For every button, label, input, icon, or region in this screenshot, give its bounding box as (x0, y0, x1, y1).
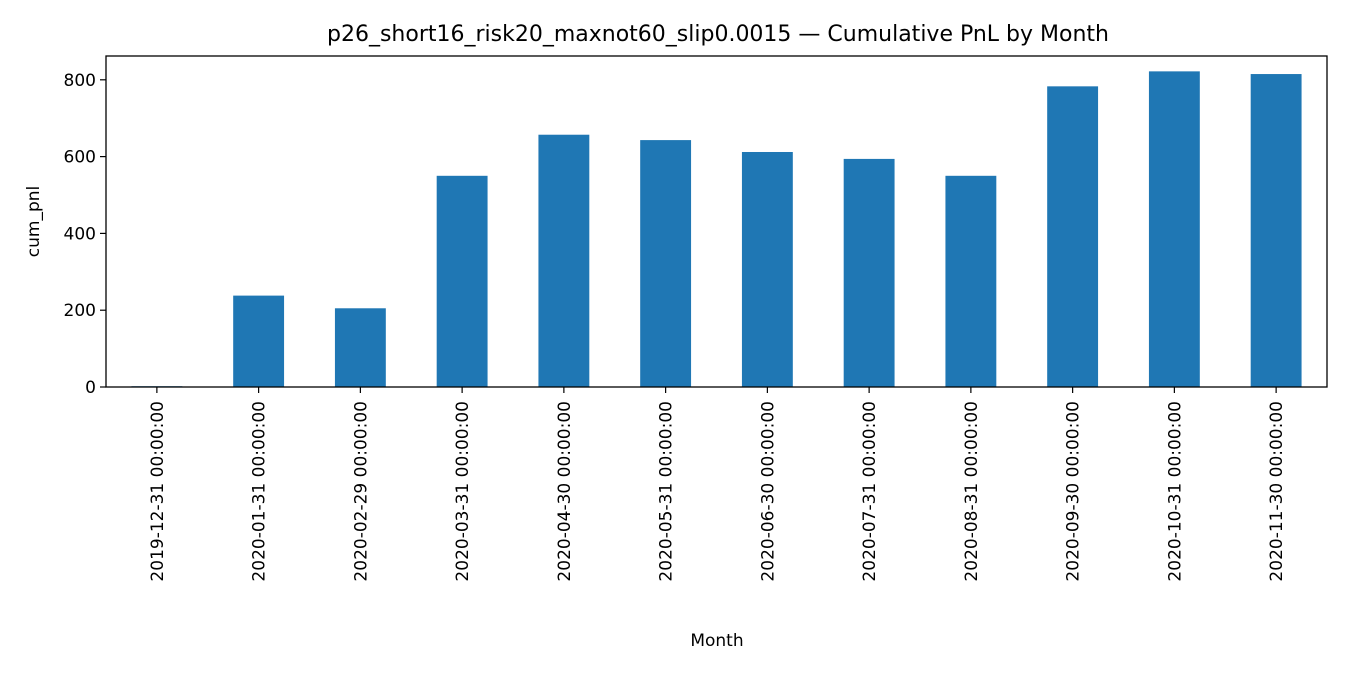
x-axis-label: Month (690, 631, 743, 651)
x-tick-label-1: 2020-01-31 00:00:00 (250, 401, 270, 582)
y-tick-label-3: 600 (64, 148, 96, 168)
bar-4 (538, 134, 590, 387)
x-tick-label-0: 2019-12-31 00:00:00 (148, 401, 168, 582)
x-tick-label-6: 2020-06-30 00:00:00 (758, 401, 778, 582)
y-tick-label-0: 0 (85, 378, 96, 398)
x-tick-label-2: 2020-02-29 00:00:00 (351, 401, 371, 582)
bar-11 (1250, 74, 1302, 388)
bar-5 (640, 140, 692, 387)
x-tick-label-9: 2020-09-30 00:00:00 (1064, 401, 1084, 582)
bar-3 (436, 175, 488, 387)
y-axis-label: cum_pnl (24, 186, 44, 257)
bar-7 (843, 158, 895, 387)
y-tick-label-2: 400 (64, 224, 96, 244)
plot-frame (105, 55, 1328, 388)
chart-title: p26_short16_risk20_maxnot60_slip0.0015 —… (327, 22, 1109, 47)
bars-group (131, 71, 1302, 388)
y-tick-label-1: 200 (64, 301, 96, 321)
bar-8 (945, 175, 997, 387)
bar-6 (741, 151, 793, 387)
bar-2 (334, 308, 386, 387)
bar-10 (1148, 71, 1200, 388)
x-tick-label-4: 2020-04-30 00:00:00 (555, 401, 575, 582)
x-tick-label-7: 2020-07-31 00:00:00 (860, 401, 880, 582)
bar-1 (233, 295, 285, 387)
x-tick-label-10: 2020-10-31 00:00:00 (1165, 401, 1185, 582)
x-tick-label-3: 2020-03-31 00:00:00 (453, 401, 473, 582)
y-axis: 0 200 400 600 800 (64, 71, 106, 398)
bar-9 (1047, 86, 1099, 387)
x-axis: 2019-12-31 00:00:00 2020-01-31 00:00:00 20… (148, 387, 1287, 582)
x-tick-label-5: 2020-05-31 00:00:00 (657, 401, 677, 582)
y-tick-label-4: 800 (64, 71, 96, 91)
x-tick-label-8: 2020-08-31 00:00:00 (962, 401, 982, 582)
x-tick-label-11: 2020-11-30 00:00:00 (1267, 401, 1287, 582)
